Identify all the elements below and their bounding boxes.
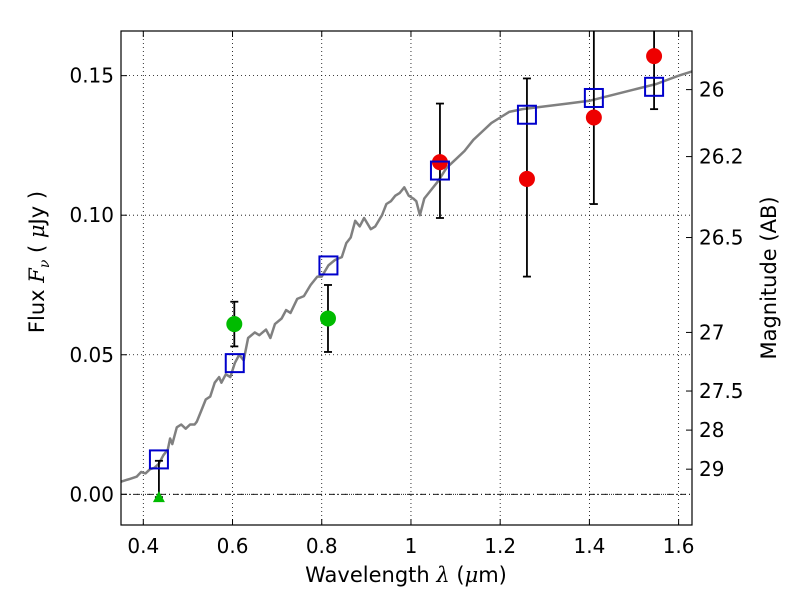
- axis-ticks: [121, 31, 692, 525]
- right-tick-label: 29: [699, 457, 724, 481]
- right-tick-label: 26.2: [699, 145, 744, 169]
- x-tick-label: 0.4: [127, 534, 159, 558]
- green-data-point: [319, 310, 336, 327]
- y-tick-label: 0.10: [69, 203, 114, 227]
- right-tick-label: 27.5: [699, 379, 744, 403]
- x-tick-label: 0.6: [217, 534, 249, 558]
- x-tick-label: 1: [405, 534, 418, 558]
- model-curve-layer: [121, 70, 692, 483]
- model-square-point: [429, 160, 450, 181]
- plot-frame: [120, 30, 693, 526]
- model-spectrum-curve: [121, 70, 692, 483]
- model-square-point: [318, 255, 339, 276]
- red-data-point: [518, 170, 535, 187]
- green-data-point: [226, 316, 243, 333]
- y-tick-label: 0.15: [69, 64, 114, 88]
- x-axis-title: Wavelength λ (μm): [305, 563, 507, 587]
- right-tick-label: 26.5: [699, 226, 744, 250]
- model-square-point: [516, 104, 537, 125]
- y-tick-label: 0.05: [69, 343, 114, 367]
- red-data-point: [585, 109, 602, 126]
- x-tick-label: 1.6: [663, 534, 695, 558]
- right-tick-label: 28: [699, 418, 724, 442]
- x-tick-label: 0.8: [306, 534, 338, 558]
- model-square-point: [224, 353, 245, 374]
- y-tick-label: 0.00: [69, 482, 114, 506]
- model-square-point: [148, 449, 169, 470]
- green-triangle-point: [152, 491, 165, 503]
- tick-labels: 0.4 0.6 0.8 1 1.2 1.4 1.6 0.00 0.05 0.10 0.15 26 26.…: [69, 64, 743, 558]
- x-tick-label: 1.2: [484, 534, 516, 558]
- right-tick-label: 27: [699, 320, 724, 344]
- model-square-point: [644, 76, 665, 97]
- right-axis-title: Magnitude (AB): [757, 196, 781, 359]
- right-tick-label: 26: [699, 78, 724, 102]
- red-data-point: [646, 48, 663, 65]
- data-markers: [148, 48, 665, 503]
- y-axis-title: Flux Fν ( μJy ): [25, 191, 53, 333]
- model-square-point: [583, 87, 604, 108]
- x-tick-label: 1.4: [573, 534, 605, 558]
